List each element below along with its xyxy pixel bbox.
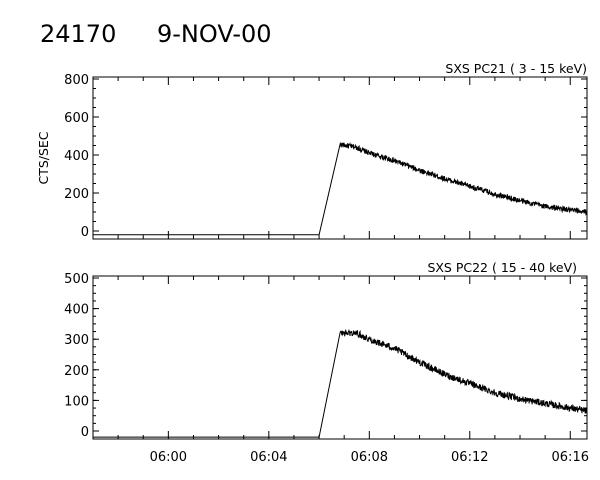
y-ticks-pc21: 0 200 400 600 800 xyxy=(64,73,587,240)
y-tick-label: 100 xyxy=(64,394,89,409)
x-tick-label: 06:16 xyxy=(552,450,589,465)
y-tick-label: 0 xyxy=(81,425,89,440)
y-tick-label: 200 xyxy=(64,364,89,379)
figure-id: 24170 xyxy=(40,20,116,48)
y-tick-label: 400 xyxy=(64,149,89,164)
series-line-pc21 xyxy=(93,141,588,236)
x-tick-label: 06:12 xyxy=(451,450,488,465)
x-tick-label: 06:00 xyxy=(150,450,187,465)
y-tick-label: 800 xyxy=(64,73,89,88)
chart-title-pc21: SXS PC21 ( 3 - 15 keV) xyxy=(445,61,587,76)
chart-panel-pc22: SXS PC22 ( 15 - 40 keV) 0 100 200 300 400 500… xyxy=(64,260,589,465)
y-tick-label: 200 xyxy=(64,187,89,202)
x-ticks-pc21 xyxy=(92,77,571,239)
plot-frame-pc22 xyxy=(92,275,588,440)
chart-panel-pc21: SXS PC21 ( 3 - 15 keV) CTS/SEC 0 200 400 60… xyxy=(36,61,588,240)
y-tick-label: 0 xyxy=(81,225,89,240)
y-tick-label: 500 xyxy=(64,272,89,287)
y-axis-label: CTS/SEC xyxy=(36,131,51,184)
chart-title-pc22: SXS PC22 ( 15 - 40 keV) xyxy=(427,260,577,275)
y-tick-label: 600 xyxy=(64,111,89,126)
y-tick-label: 400 xyxy=(64,303,89,318)
plot-frame-pc21 xyxy=(92,76,588,240)
y-ticks-pc22: 0 100 200 300 400 500 xyxy=(64,272,587,440)
series-line-pc22 xyxy=(93,328,588,438)
figure-date: 9-NOV-00 xyxy=(157,20,272,48)
x-tick-label: 06:08 xyxy=(351,450,388,465)
x-tick-label: 06:04 xyxy=(250,450,287,465)
y-tick-label: 300 xyxy=(64,333,89,348)
